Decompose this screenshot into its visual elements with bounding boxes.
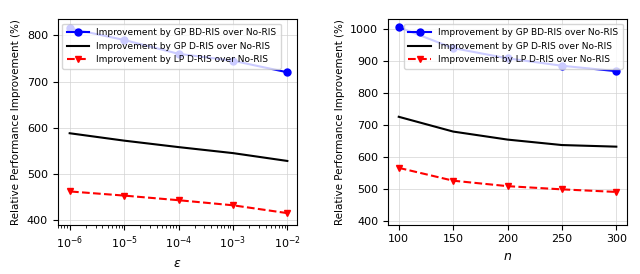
Improvement by LP D-RIS over No-RIS (175, 199, 182, 202)
Improvement by GP BD-RIS over No-RIS (120, 38, 128, 42)
Improvement by GP D-RIS over No-RIS (120, 139, 128, 142)
Y-axis label: Relative Performance Improvement (%): Relative Performance Improvement (%) (335, 19, 344, 225)
Legend: Improvement by GP BD-RIS over No-RIS, Improvement by GP D-RIS over No-RIS, Impro: Improvement by GP BD-RIS over No-RIS, Im… (404, 24, 623, 69)
Line: Improvement by LP D-RIS over No-RIS: Improvement by LP D-RIS over No-RIS (66, 188, 291, 217)
Line: Improvement by GP D-RIS over No-RIS: Improvement by GP D-RIS over No-RIS (399, 117, 616, 147)
Improvement by GP D-RIS over No-RIS (175, 145, 182, 149)
X-axis label: $n$: $n$ (503, 250, 512, 263)
Improvement by GP BD-RIS over No-RIS (175, 52, 182, 55)
Improvement by GP D-RIS over No-RIS (449, 130, 457, 133)
Improvement by GP D-RIS over No-RIS (66, 132, 74, 135)
Improvement by GP D-RIS over No-RIS (612, 145, 620, 148)
Improvement by LP D-RIS over No-RIS (395, 166, 403, 170)
Legend: Improvement by GP BD-RIS over No-RIS, Improvement by GP D-RIS over No-RIS, Impro: Improvement by GP BD-RIS over No-RIS, Im… (62, 24, 281, 69)
Improvement by GP BD-RIS over No-RIS (395, 25, 403, 29)
Improvement by GP D-RIS over No-RIS (504, 138, 511, 141)
Improvement by GP BD-RIS over No-RIS (449, 46, 457, 50)
Improvement by LP D-RIS over No-RIS (120, 194, 128, 197)
Improvement by GP D-RIS over No-RIS (395, 115, 403, 118)
Improvement by LP D-RIS over No-RIS (284, 212, 291, 215)
Line: Improvement by GP BD-RIS over No-RIS: Improvement by GP BD-RIS over No-RIS (66, 25, 291, 76)
Line: Improvement by GP BD-RIS over No-RIS: Improvement by GP BD-RIS over No-RIS (396, 24, 620, 75)
Line: Improvement by LP D-RIS over No-RIS: Improvement by LP D-RIS over No-RIS (396, 164, 620, 195)
Improvement by LP D-RIS over No-RIS (504, 184, 511, 188)
Improvement by GP BD-RIS over No-RIS (66, 27, 74, 30)
X-axis label: $\epsilon$: $\epsilon$ (173, 256, 181, 270)
Improvement by LP D-RIS over No-RIS (558, 188, 566, 191)
Improvement by GP D-RIS over No-RIS (284, 159, 291, 162)
Y-axis label: Relative Performance Improvement (%): Relative Performance Improvement (%) (11, 19, 21, 225)
Improvement by LP D-RIS over No-RIS (66, 190, 74, 193)
Improvement by GP BD-RIS over No-RIS (558, 64, 566, 67)
Improvement by LP D-RIS over No-RIS (612, 190, 620, 193)
Improvement by LP D-RIS over No-RIS (229, 204, 237, 207)
Improvement by GP BD-RIS over No-RIS (612, 70, 620, 73)
Improvement by GP D-RIS over No-RIS (229, 152, 237, 155)
Improvement by GP BD-RIS over No-RIS (229, 59, 237, 62)
Improvement by GP BD-RIS over No-RIS (504, 57, 511, 60)
Improvement by LP D-RIS over No-RIS (449, 179, 457, 182)
Improvement by GP D-RIS over No-RIS (558, 143, 566, 147)
Improvement by GP BD-RIS over No-RIS (284, 71, 291, 74)
Line: Improvement by GP D-RIS over No-RIS: Improvement by GP D-RIS over No-RIS (70, 133, 287, 161)
